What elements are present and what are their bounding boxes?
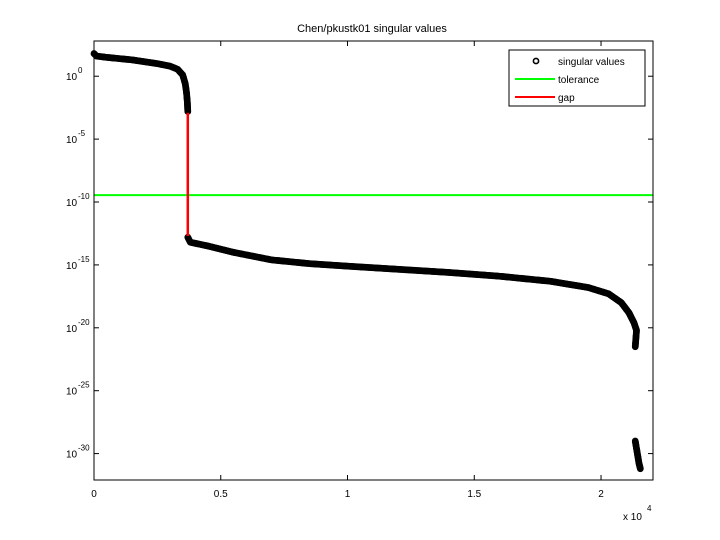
x-tick-label: 1 <box>345 489 351 500</box>
y-tick-label-base: 10 <box>66 198 78 209</box>
x-tick-label: 1.5 <box>467 489 481 500</box>
plot-area <box>90 50 653 473</box>
x-tick-label: 2 <box>598 489 604 500</box>
x-multiplier-base: x 10 <box>623 512 642 523</box>
axes-frame <box>93 40 654 481</box>
legend-label: gap <box>558 93 575 104</box>
x-tick-label: 0.5 <box>214 489 228 500</box>
y-tick-label-exponent: -15 <box>78 255 90 264</box>
x-tick-label: 0 <box>91 489 97 500</box>
y-tick-label-base: 10 <box>66 261 78 272</box>
y-tick-label-exponent: -5 <box>78 129 86 138</box>
data-point <box>631 343 639 351</box>
singular-values-series <box>90 50 644 473</box>
x-axis-multiplier: x 10 4 <box>623 504 652 523</box>
chart-title: Chen/pkustk01 singular values <box>297 23 447 35</box>
y-tick-label-base: 10 <box>66 135 78 146</box>
y-tick-label-base: 10 <box>66 450 78 461</box>
legend-label: singular values <box>558 57 625 68</box>
y-tick-label-exponent: -30 <box>78 444 90 453</box>
y-tick-label-exponent: 0 <box>78 66 83 75</box>
y-tick-label-exponent: -10 <box>78 192 90 201</box>
x-multiplier-exponent: 4 <box>647 504 652 513</box>
y-tick-label-exponent: -25 <box>78 381 90 390</box>
y-tick-label-base: 10 <box>66 324 78 335</box>
data-point <box>636 465 644 473</box>
y-tick-label-base: 10 <box>66 387 78 398</box>
legend-label: tolerance <box>558 75 600 86</box>
legend-marker-icon <box>532 57 540 65</box>
axes: 0 0.5 1 1.5 210010-510-1010-1510-2010-2510-3… <box>66 40 654 500</box>
y-tick-label-exponent: -20 <box>78 318 90 327</box>
y-tick-label-base: 10 <box>66 72 78 83</box>
legend: singular values tolerance gap <box>508 49 646 107</box>
